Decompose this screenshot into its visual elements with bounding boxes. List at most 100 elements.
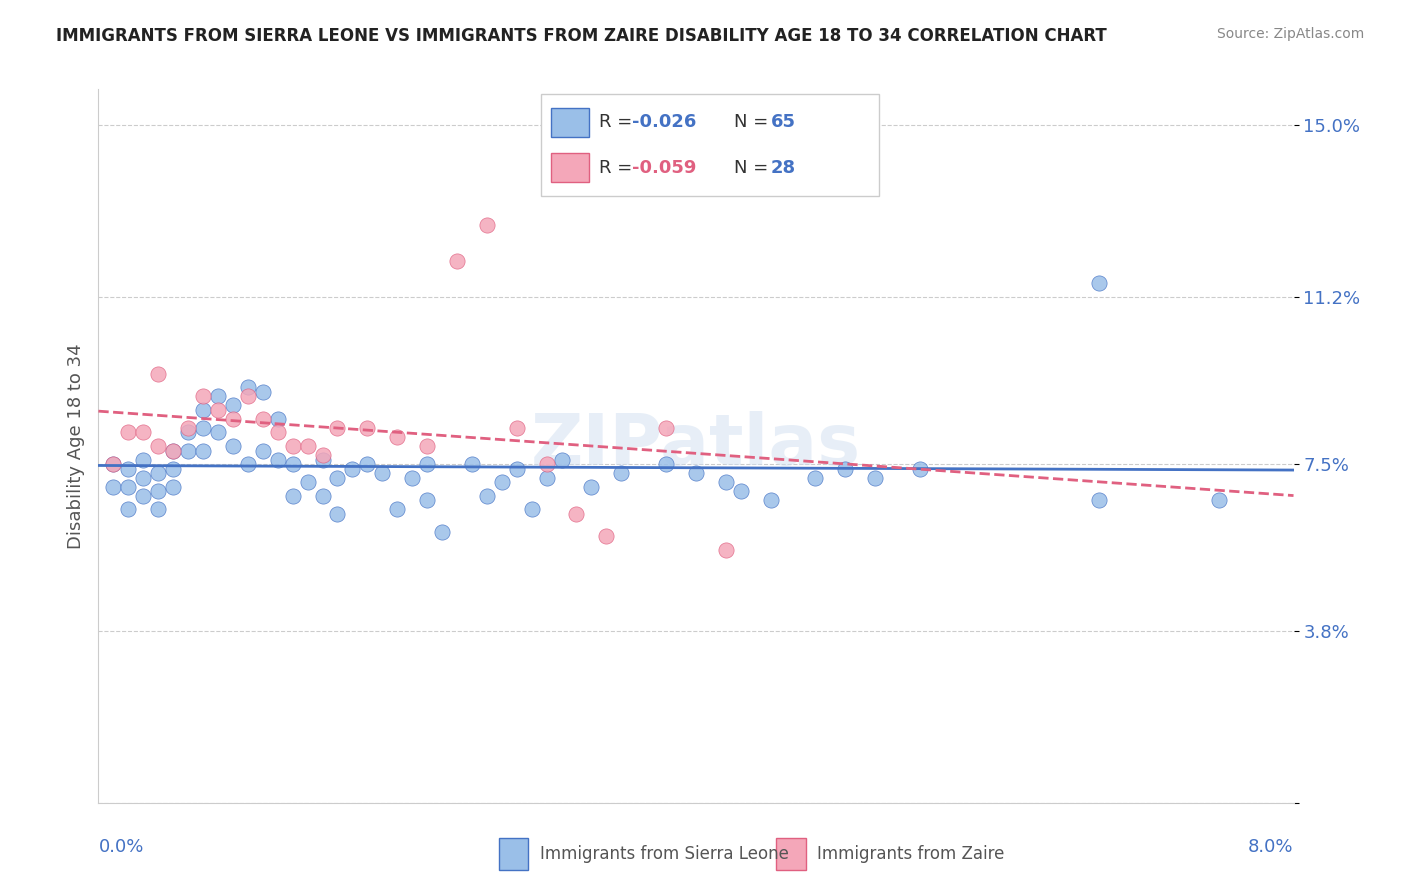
Point (565, 507, 588, 521)
Text: -0.026: -0.026 (633, 113, 697, 131)
Point (281, 439, 304, 453)
FancyBboxPatch shape (776, 838, 806, 871)
Point (655, 457, 678, 471)
Point (685, 466, 707, 480)
FancyBboxPatch shape (551, 108, 589, 136)
Point (222, 439, 245, 453)
Point (222, 412, 245, 426)
Text: N =: N = (734, 113, 773, 131)
Point (132, 470, 155, 484)
Point (207, 402, 229, 417)
Point (759, 493, 782, 508)
Point (430, 524, 453, 539)
Point (506, 421, 529, 435)
Point (222, 398, 245, 412)
Point (148, 484, 170, 499)
Point (655, 421, 678, 435)
Point (506, 461, 529, 475)
Point (132, 425, 155, 440)
Point (236, 389, 259, 403)
Text: -0.059: -0.059 (633, 159, 697, 177)
Point (908, 461, 931, 475)
Point (401, 470, 423, 484)
Point (162, 443, 184, 458)
Point (177, 443, 200, 458)
Point (311, 448, 333, 462)
Text: Source: ZipAtlas.com: Source: ZipAtlas.com (1216, 27, 1364, 41)
Point (595, 529, 617, 543)
Point (475, 489, 498, 503)
Point (610, 466, 633, 480)
Point (117, 502, 139, 516)
Text: 0.0%: 0.0% (98, 838, 143, 856)
Point (281, 457, 304, 471)
Point (356, 421, 378, 435)
Point (416, 457, 439, 471)
Point (236, 380, 259, 394)
Point (416, 439, 439, 453)
Text: 8.0%: 8.0% (1249, 838, 1294, 856)
Point (236, 457, 259, 471)
Point (148, 367, 170, 381)
Point (148, 502, 170, 516)
Point (103, 457, 125, 471)
Text: N =: N = (734, 159, 773, 177)
Point (148, 466, 170, 480)
Point (714, 542, 737, 557)
Point (714, 475, 737, 490)
Point (297, 439, 319, 453)
Point (1208, 493, 1230, 508)
Point (1088, 277, 1111, 291)
Point (162, 443, 184, 458)
FancyBboxPatch shape (551, 153, 589, 182)
Point (416, 493, 439, 508)
Point (191, 421, 214, 435)
Point (252, 384, 274, 399)
Point (804, 470, 827, 484)
Point (311, 452, 333, 467)
Point (385, 502, 409, 516)
Point (326, 470, 349, 484)
Point (117, 461, 139, 475)
Point (461, 457, 484, 471)
Point (342, 461, 364, 475)
Text: IMMIGRANTS FROM SIERRA LEONE VS IMMIGRANTS FROM ZAIRE DISABILITY AGE 18 TO 34 CO: IMMIGRANTS FROM SIERRA LEONE VS IMMIGRAN… (56, 27, 1107, 45)
Point (475, 218, 498, 232)
Point (491, 475, 513, 490)
Point (730, 484, 752, 499)
Point (148, 439, 170, 453)
Point (1088, 493, 1111, 508)
Point (281, 489, 304, 503)
Point (103, 480, 125, 494)
Point (536, 457, 558, 471)
Point (446, 253, 468, 268)
Point (267, 452, 290, 467)
Point (297, 475, 319, 490)
Point (834, 461, 856, 475)
Point (132, 452, 155, 467)
Point (132, 489, 155, 503)
Point (267, 425, 290, 440)
Point (252, 412, 274, 426)
Point (267, 412, 290, 426)
Text: R =: R = (599, 159, 638, 177)
Point (371, 466, 394, 480)
Point (356, 457, 378, 471)
Point (191, 402, 214, 417)
Text: 28: 28 (770, 159, 796, 177)
Text: Immigrants from Sierra Leone: Immigrants from Sierra Leone (540, 845, 789, 863)
Point (117, 425, 139, 440)
Point (162, 480, 184, 494)
Point (207, 425, 229, 440)
Text: Immigrants from Zaire: Immigrants from Zaire (817, 845, 1005, 863)
Point (326, 507, 349, 521)
Point (191, 389, 214, 403)
Point (191, 443, 214, 458)
Point (536, 470, 558, 484)
Point (385, 430, 409, 444)
Point (326, 421, 349, 435)
Point (311, 489, 333, 503)
Text: R =: R = (599, 113, 638, 131)
Point (117, 480, 139, 494)
Point (103, 457, 125, 471)
